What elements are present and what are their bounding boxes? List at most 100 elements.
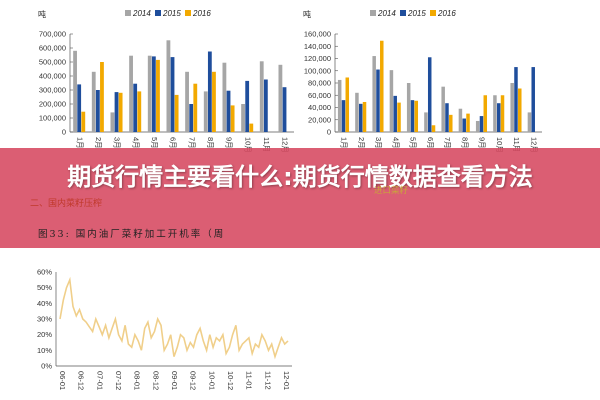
- chart2-legend-swatch: [430, 10, 436, 16]
- chart2-bar: [372, 56, 376, 132]
- chart3-y-tick: 20%: [37, 330, 52, 339]
- chart2-bar: [406, 83, 411, 132]
- chart1-bar: [129, 55, 133, 133]
- chart2-bar: [475, 120, 480, 132]
- chart1-y-tick: 600,000: [39, 44, 66, 53]
- chart1-bar: [282, 87, 287, 132]
- chart2-bar: [410, 100, 415, 132]
- chart1-x-tick: 4月: [131, 137, 140, 149]
- chart1-bar: [151, 56, 156, 132]
- chart2-bar: [427, 57, 432, 132]
- chart2-x-tick: 11月: [512, 137, 521, 152]
- banner-title: 期货行情主要看什么:期货行情数据查看方法: [67, 163, 533, 191]
- chart2-unit: 吨: [303, 9, 311, 19]
- chart2-bar: [341, 100, 346, 132]
- chart1-bar: [193, 83, 198, 132]
- chart1-bar: [170, 57, 175, 132]
- chart1-unit: 吨: [38, 9, 46, 19]
- chart3-x-tick: 11-01: [245, 371, 254, 390]
- chart2-y-tick: 140,000: [304, 42, 331, 51]
- chart2-bar: [362, 101, 367, 132]
- chart3-y-tick: 40%: [37, 299, 52, 308]
- chart1-bar: [133, 83, 138, 132]
- chart1-legend-label: 2015: [162, 9, 181, 18]
- chart2-x-tick: 9月: [478, 137, 487, 149]
- chart1-bar: [207, 51, 212, 132]
- chart1-bar: [95, 90, 100, 132]
- chart1-x-tick: 1月: [75, 137, 84, 149]
- chart2-x-tick: 2月: [357, 137, 366, 149]
- chart1-y-tick: 200,000: [39, 100, 66, 109]
- chart1-bar: [226, 90, 231, 132]
- chart1-x-tick: 3月: [113, 137, 122, 149]
- chart2-bar: [431, 125, 436, 132]
- chart3-x-tick: 11-12: [263, 371, 272, 390]
- chart2-legend-swatch: [370, 10, 376, 16]
- chart2-x-tick: 8月: [460, 137, 469, 149]
- chart2-x-tick: 6月: [426, 137, 435, 149]
- chart2-bar: [527, 112, 532, 132]
- chart2-legend-label: 2016: [437, 9, 456, 18]
- chart1-x-tick: 8月: [206, 137, 215, 149]
- chart1-bar: [222, 62, 227, 133]
- chart2-bar: [424, 112, 428, 132]
- chart1-bar: [77, 84, 82, 132]
- chart1-legend-label: 2014: [132, 9, 151, 18]
- chart1-bar: [174, 94, 179, 132]
- chart2-y-tick: 40,000: [308, 103, 331, 112]
- chart2-bar: [510, 83, 514, 132]
- chart1-x-tick: 9月: [225, 137, 234, 149]
- chart2-bar: [483, 95, 488, 132]
- chart3-x-tick: 08-01: [133, 371, 142, 390]
- chart2-bar: [500, 95, 505, 132]
- chart2-x-tick: 4月: [391, 137, 400, 149]
- chart1-bar: [91, 71, 96, 132]
- chart3-x-tick: 12-01: [282, 371, 291, 390]
- figure-caption: 图33: 国内油厂菜籽加工开机率（周: [38, 229, 226, 240]
- chart1-bar: [166, 40, 171, 132]
- chart2-bar: [445, 103, 449, 132]
- chart2-x-tick: 5月: [409, 137, 418, 149]
- chart1-x-tick: 2月: [94, 137, 103, 149]
- chart2-x-tick: 1月: [340, 137, 349, 149]
- chart1-x-tick: 12月: [281, 137, 290, 153]
- chart2-legend-label: 2014: [377, 9, 396, 18]
- chart1-y-tick: 100,000: [39, 114, 66, 123]
- chart3-x-tick: 06-01: [58, 371, 67, 390]
- chart2-y-tick: 60,000: [308, 91, 331, 100]
- chart3-y-tick: 60%: [37, 268, 52, 277]
- chart2-bar: [496, 103, 501, 132]
- title-banner: [0, 148, 600, 248]
- chart2-bar: [414, 100, 419, 132]
- chart1-bar: [249, 123, 254, 132]
- chart2-bar: [397, 102, 401, 132]
- chart2-x-tick: 3月: [374, 137, 383, 149]
- chart2-legend-swatch: [400, 10, 406, 16]
- right-chart-category-tail: 进口菜籽: [374, 186, 409, 196]
- chart2-bar: [345, 77, 350, 132]
- chart1-bar: [259, 61, 264, 132]
- chart1-bar: [73, 50, 77, 132]
- chart3-y-tick: 0%: [41, 362, 52, 371]
- chart1-y-tick: 700,000: [39, 30, 66, 39]
- chart1-x-tick: 7月: [187, 137, 196, 149]
- chart3-x-tick: 07-12: [114, 371, 123, 390]
- chart2-bar: [441, 86, 445, 132]
- section-label: 二、国内菜籽压榨: [30, 199, 103, 209]
- chart2-bar: [337, 79, 342, 132]
- chart1-bar: [230, 105, 235, 132]
- chart1-y-tick: 500,000: [39, 58, 66, 67]
- chart1-x-tick: 5月: [150, 137, 159, 149]
- chart1-bar: [185, 71, 189, 132]
- chart2-bar: [449, 114, 453, 132]
- chart1-bar: [278, 64, 283, 132]
- chart2-bar: [479, 116, 484, 132]
- chart1-bar: [137, 91, 142, 132]
- chart1-bar: [118, 92, 123, 132]
- chart3-y-tick: 30%: [37, 315, 52, 324]
- chart2-x-tick: 12月: [529, 137, 538, 153]
- chart1-x-tick: 10月: [243, 137, 252, 153]
- chart1-bar: [212, 71, 216, 132]
- chart3-x-tick: 06-12: [77, 371, 86, 390]
